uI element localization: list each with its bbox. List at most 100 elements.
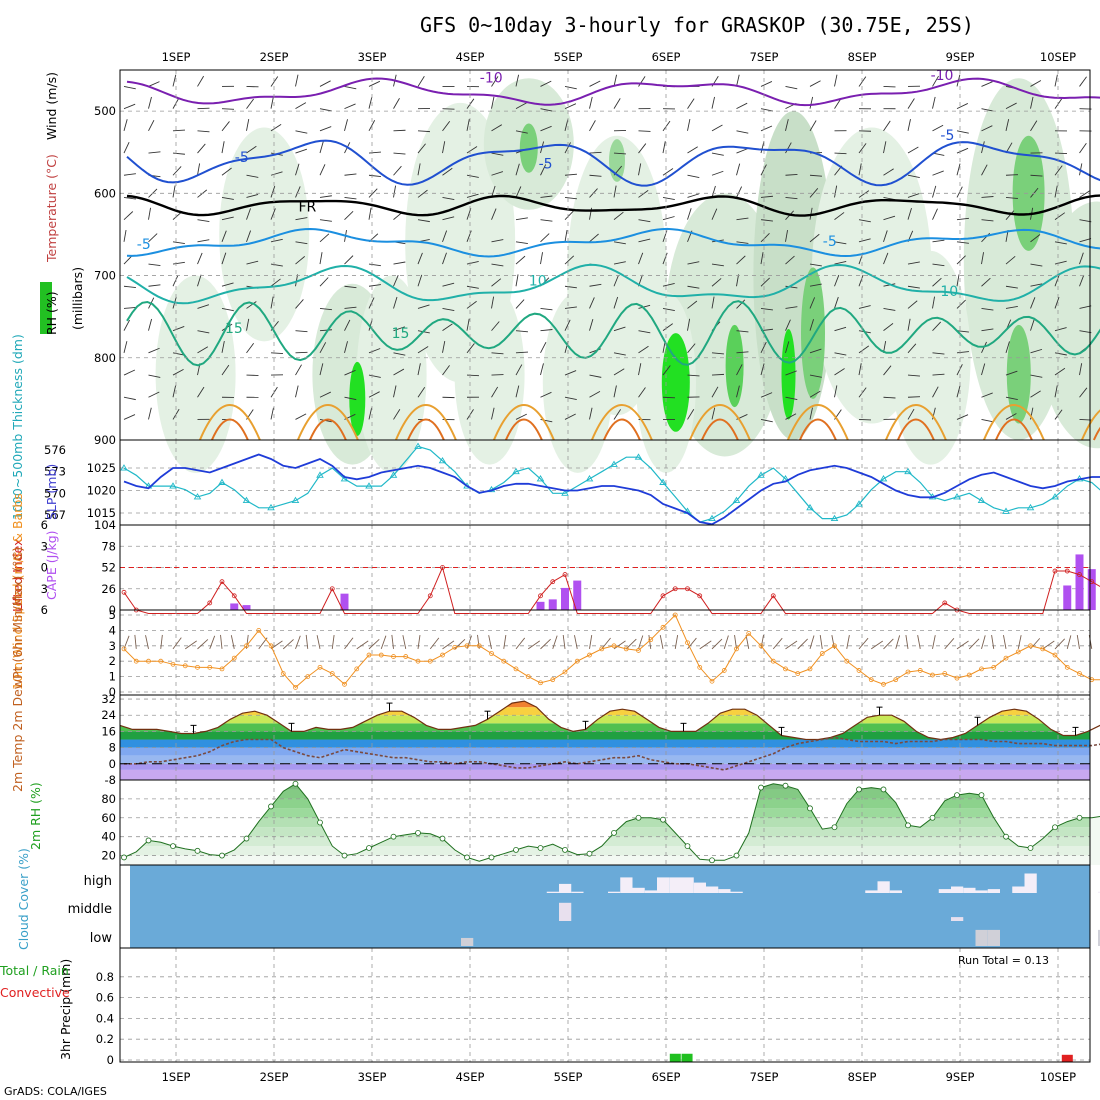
wind-barb [687, 146, 698, 154]
precip-panel: 0 0.2 0.4 0.6 0.8 [96, 947, 1091, 1067]
wind-barb [638, 163, 642, 176]
lifted-index-point [538, 593, 543, 599]
wind-barb [197, 163, 201, 176]
wind-barb [834, 185, 838, 198]
wind-barb [736, 385, 740, 398]
cloud-bar-high [681, 877, 694, 893]
thickness-point [561, 489, 569, 496]
wind-barb [515, 255, 526, 265]
rh-point [243, 835, 250, 842]
wind-barb [466, 230, 472, 243]
cape-tick-label: 104 [94, 518, 116, 532]
wind-barb [393, 326, 405, 332]
wind-speed-point [391, 654, 396, 659]
rh-shading [155, 275, 236, 473]
contour-label: -10 [931, 68, 954, 84]
wind-speed-point [329, 671, 335, 676]
cloud-bar-high [632, 887, 645, 893]
lifted-index-tick-label: 3 [41, 582, 48, 596]
wind-barb [172, 152, 185, 155]
wind-barb-10m [391, 634, 394, 649]
day-labels-top: 1SEP 2SEP 3SEP 4SEP 5SEP 6SEP 7SEP 8SEP 9SEP 10SE… [162, 50, 1077, 64]
wind-barb [932, 239, 945, 243]
wind-barb [956, 147, 969, 154]
rh-shading [1037, 201, 1100, 449]
wind-barb [123, 396, 136, 401]
wind-barb [221, 308, 234, 312]
wind-barb [907, 300, 918, 309]
wind-barb [148, 233, 158, 243]
precip-tick-label: 0.6 [96, 991, 114, 1005]
wind-barb-10m [477, 634, 480, 649]
wind-barb [662, 197, 675, 201]
wind-barb [270, 124, 282, 132]
wind-barb [344, 173, 357, 176]
wind-barb [907, 343, 917, 354]
wind-barb [442, 252, 447, 265]
cape-bar [1063, 585, 1072, 610]
wind-barb [736, 255, 746, 265]
wind-barb [295, 274, 299, 287]
wind-barb [809, 174, 822, 177]
lifted-index-cape-panel: 6 3 0 3 6 0 26 52 78 104 [41, 518, 1100, 617]
upper-air-panel: -10 -10 -5 -5 -5 FR -5 -5 10 10 15 15 500 600 700 800 90… [40, 68, 1100, 473]
wind-barb [662, 120, 671, 132]
wind-barb [736, 74, 740, 87]
wind-barb [1030, 374, 1043, 378]
rh-point [292, 780, 299, 787]
lifted-index-point [1077, 572, 1082, 577]
wind-barb-10m [648, 634, 652, 649]
wind-barb [809, 120, 817, 132]
wind-barb-10m [699, 640, 712, 650]
wind-speed-point [1077, 671, 1082, 676]
lifted-index-point [231, 593, 237, 599]
wind-barb [760, 252, 764, 265]
wind-barb [907, 318, 911, 331]
wind-barb [809, 390, 821, 398]
wind-barb-10m [295, 635, 301, 650]
warm-contour [492, 404, 555, 441]
wind-barb-10m [968, 638, 980, 650]
wind-barb [564, 255, 575, 265]
ylabel-rh: 2m RH (%) [28, 782, 43, 850]
wind-barb [123, 119, 128, 131]
wind-barb [1005, 341, 1010, 353]
wind-barb [834, 74, 838, 87]
wind-barb [662, 168, 674, 176]
ylabel-lifted-index: Lifted Index [10, 538, 25, 612]
wind-barb [1054, 274, 1060, 287]
warm-contour [786, 404, 849, 441]
wind-barb [981, 164, 988, 176]
wind-barb [221, 197, 234, 200]
wind-barb [123, 306, 136, 309]
wind-speed-point [489, 651, 494, 656]
wind-barb [956, 217, 969, 221]
wind-barb [515, 130, 528, 134]
cloud-bar-high [693, 882, 706, 893]
lifted-index-point [672, 586, 678, 592]
wind-barb [197, 239, 210, 243]
wind-speed-point [440, 652, 445, 658]
wind-barb [932, 124, 944, 132]
day-label-bottom: 1SEP [162, 1070, 191, 1084]
wind-barb [295, 186, 301, 198]
wind-barb [148, 318, 153, 331]
wind-barb-10m [1066, 635, 1072, 649]
lifted-index-tick-label: 3 [41, 539, 48, 553]
wind-barb [1079, 305, 1092, 309]
temp-tick-label: 0 [109, 757, 116, 771]
rh-shading-moist [519, 123, 538, 173]
cloud-bar-high [1098, 891, 1100, 893]
wind-barb [589, 391, 601, 398]
wind-barb [809, 348, 822, 354]
wind-barb [785, 370, 797, 376]
wind-barb [858, 163, 862, 176]
wind-barb [662, 141, 666, 154]
wind-barb [638, 252, 644, 265]
wind-barb [687, 193, 700, 198]
rh-point [1052, 824, 1058, 831]
wind-speed-point [819, 651, 825, 656]
wind-barb [172, 352, 185, 356]
wind-barb [1005, 119, 1010, 131]
wind-barb [491, 263, 504, 267]
